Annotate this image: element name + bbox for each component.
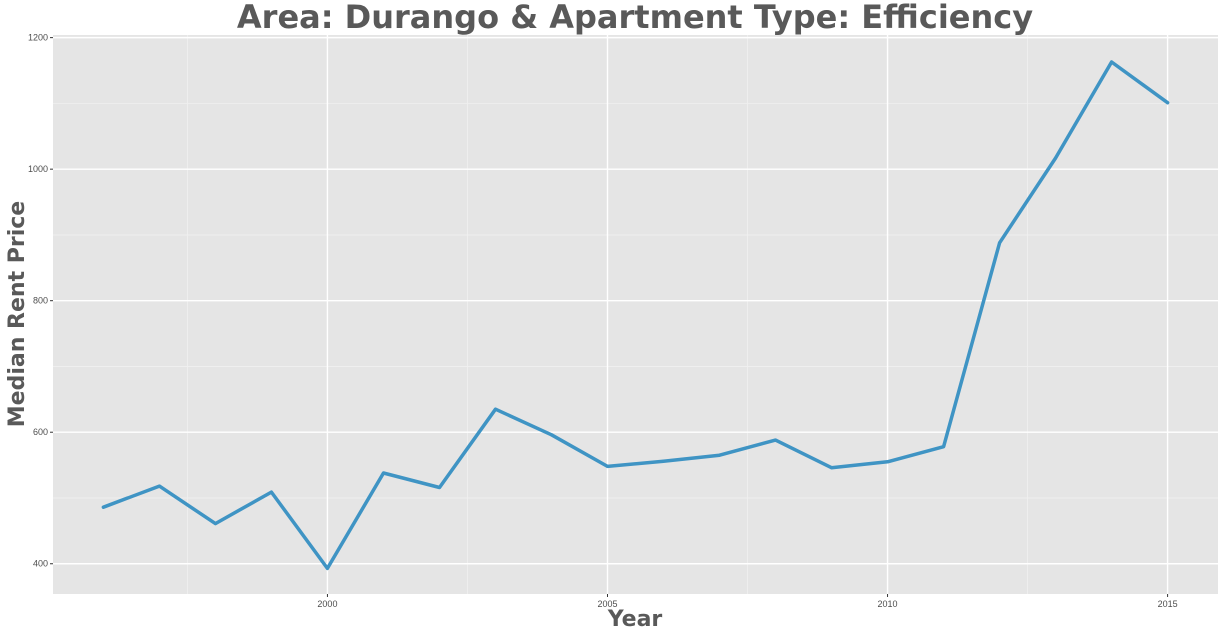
x-tick-label: 2005 xyxy=(597,599,617,609)
x-tick-label: 2000 xyxy=(317,599,337,609)
data-point xyxy=(942,445,946,449)
y-tick-label: 800 xyxy=(33,296,48,306)
series-line xyxy=(101,60,1170,571)
data-point xyxy=(493,407,497,411)
grid-lines xyxy=(53,35,1218,594)
data-point xyxy=(269,490,273,494)
y-tick-label: 600 xyxy=(33,427,48,437)
data-point xyxy=(662,459,666,463)
data-point xyxy=(998,241,1002,245)
plot-panel xyxy=(53,35,1218,594)
data-point xyxy=(1054,156,1058,160)
x-tick-label: 2010 xyxy=(878,599,898,609)
data-point xyxy=(886,460,890,464)
y-tick-label: 1200 xyxy=(28,33,48,43)
y-axis: 400 600 800 1000 1200 xyxy=(28,33,53,569)
data-point xyxy=(774,438,778,442)
data-point xyxy=(157,484,161,488)
data-point xyxy=(605,464,609,468)
chart-title: Area: Durango & Apartment Type: Efficien… xyxy=(237,0,1033,36)
y-tick-label: 400 xyxy=(33,559,48,569)
series-lines xyxy=(101,60,1170,571)
x-axis-title: Year xyxy=(607,607,663,632)
data-point xyxy=(549,433,553,437)
data-point xyxy=(718,453,722,457)
data-point xyxy=(437,485,441,489)
x-tick-label: 2015 xyxy=(1158,599,1178,609)
x-axis: 2000 2005 2010 2015 xyxy=(317,594,1178,609)
data-point xyxy=(381,471,385,475)
data-point xyxy=(1110,60,1114,64)
data-point xyxy=(830,466,834,470)
y-axis-title: Median Rent Price xyxy=(5,201,30,427)
data-point xyxy=(325,566,329,570)
data-point xyxy=(101,505,105,509)
data-point xyxy=(1166,101,1170,105)
y-tick-label: 1000 xyxy=(28,164,48,174)
data-point xyxy=(213,522,217,526)
